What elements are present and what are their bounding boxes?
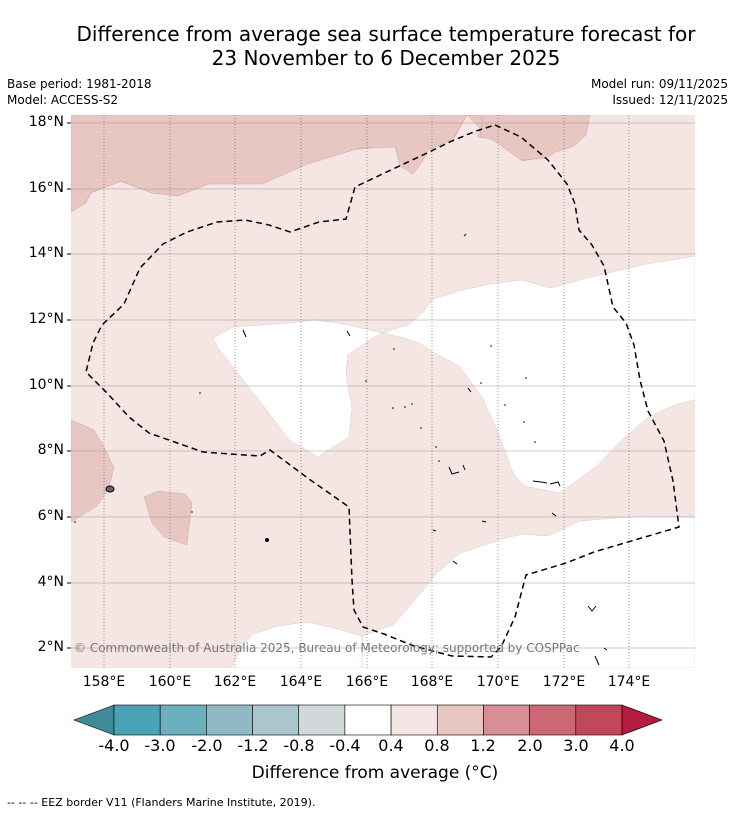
- lon-label: 164°E: [279, 674, 323, 690]
- colorbar-segment: [529, 704, 577, 736]
- axis-ticks: [67, 122, 71, 649]
- model-name: Model: ACCESS-S2: [7, 93, 119, 107]
- colorbar-tick-label: -4.0: [98, 736, 130, 755]
- colorbar-segment: [390, 704, 438, 736]
- title-line-2: 23 November to 6 December 2025: [211, 46, 561, 70]
- colorbar-segment: [113, 704, 161, 736]
- colorbar-tick-label: 4.0: [609, 736, 635, 755]
- colorbar-extend-low: [73, 704, 115, 736]
- colorbar-segment: [252, 704, 300, 736]
- title-line-1: Difference from average sea surface temp…: [76, 22, 696, 46]
- colorbar-tick-label: 0.8: [424, 736, 450, 755]
- lon-label: 170°E: [476, 674, 520, 690]
- colorbar-segment: [344, 704, 392, 736]
- colorbar-segment: [575, 704, 623, 736]
- lat-label: 6°N: [37, 508, 64, 524]
- colorbar-title: Difference from average (°C): [251, 763, 499, 783]
- lat-label: 4°N: [37, 574, 64, 590]
- chart-title: Difference from average sea surface temp…: [40, 22, 732, 70]
- lon-label: 166°E: [345, 674, 389, 690]
- colorbar-tick-label: -2.0: [191, 736, 223, 755]
- lon-label: 158°E: [82, 674, 126, 690]
- colorbar-segment: [159, 704, 207, 736]
- lon-label: 174°E: [607, 674, 651, 690]
- lat-label: 2°N: [37, 639, 64, 655]
- neutral-region-central: [212, 319, 383, 458]
- copyright-notice: © Commonwealth of Australia 2025, Bureau…: [74, 641, 580, 655]
- lat-label: 10°N: [28, 377, 64, 393]
- lat-label: 12°N: [28, 311, 64, 327]
- colorbar-tick-label: -0.4: [329, 736, 361, 755]
- neutral-region-east: [381, 255, 695, 494]
- lat-label: 16°N: [28, 180, 64, 196]
- colorbar-tick-label: -1.2: [237, 736, 269, 755]
- islands: [105, 233, 608, 666]
- colorbar-tick-label: 2.0: [517, 736, 543, 755]
- colorbar-tick-label: -0.8: [283, 736, 315, 755]
- meta-left: Base period: 1981-2018 Model: ACCESS-S2: [7, 76, 152, 108]
- lon-label: 160°E: [148, 674, 192, 690]
- graticule: [71, 115, 695, 668]
- colorbar-tick-label: 3.0: [563, 736, 589, 755]
- colorbar-extend-high: [621, 704, 663, 736]
- colorbar-tick-label: 1.2: [470, 736, 496, 755]
- lat-label: 8°N: [37, 442, 64, 458]
- model-run: Model run: 09/11/2025: [590, 77, 728, 91]
- anomaly-region-patch: [143, 490, 193, 546]
- colorbar-segment: [206, 704, 253, 736]
- eez-legend-note: -- -- -- EEZ border V11 (Flanders Marine…: [7, 796, 316, 809]
- colorbar-segment: [436, 704, 484, 736]
- colorbar-tick-label: 0.4: [378, 736, 404, 755]
- lat-label: 14°N: [28, 245, 64, 261]
- lat-label: 18°N: [28, 114, 64, 130]
- neutral-region-southwest: [230, 621, 363, 668]
- colorbar-segment: [298, 704, 346, 736]
- lon-label: 168°E: [410, 674, 454, 690]
- colorbar-tick-label: -3.0: [144, 736, 176, 755]
- lon-label: 172°E: [542, 674, 586, 690]
- colorbar: [73, 704, 663, 736]
- issued-date: Issued: 12/11/2025: [612, 93, 728, 107]
- colorbar-segment: [483, 704, 530, 736]
- anomaly-region-west: [71, 419, 115, 523]
- meta-right: Model run: 09/11/2025 Issued: 12/11/2025: [591, 76, 728, 108]
- island-dots: [74, 345, 536, 523]
- lon-label: 162°E: [213, 674, 257, 690]
- base-period: Base period: 1981-2018: [7, 77, 152, 91]
